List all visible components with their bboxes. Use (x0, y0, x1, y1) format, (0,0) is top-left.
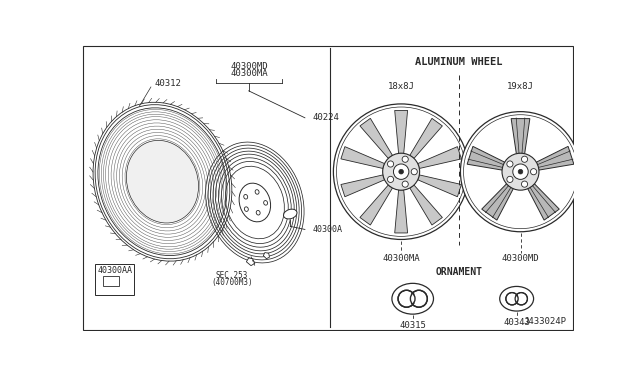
Circle shape (507, 176, 513, 182)
Ellipse shape (392, 283, 433, 314)
Polygon shape (341, 175, 385, 197)
Text: ORNAMENT: ORNAMENT (435, 267, 483, 277)
Polygon shape (528, 184, 559, 220)
Text: (40700M3): (40700M3) (211, 278, 253, 287)
Text: 40312: 40312 (155, 78, 182, 88)
Circle shape (402, 181, 408, 187)
Text: 40300MA: 40300MA (230, 70, 268, 78)
Circle shape (513, 164, 528, 179)
Polygon shape (395, 190, 408, 233)
Text: 40343: 40343 (503, 318, 530, 327)
Polygon shape (511, 119, 530, 154)
Circle shape (518, 169, 523, 174)
Circle shape (531, 169, 537, 175)
Text: 40300A: 40300A (312, 225, 342, 234)
Polygon shape (410, 185, 442, 225)
Circle shape (502, 153, 539, 190)
Polygon shape (263, 253, 269, 259)
Bar (103, 276, 118, 286)
Circle shape (413, 293, 425, 305)
Circle shape (522, 181, 527, 187)
Ellipse shape (500, 286, 534, 311)
Ellipse shape (256, 211, 260, 215)
Circle shape (387, 161, 394, 167)
Circle shape (522, 156, 527, 162)
Bar (95, 264, 134, 295)
Text: 18x8J: 18x8J (388, 83, 415, 92)
Polygon shape (410, 118, 442, 158)
Ellipse shape (244, 207, 248, 211)
Polygon shape (246, 258, 255, 266)
Circle shape (394, 164, 409, 179)
Circle shape (411, 169, 417, 175)
Text: 40300MA: 40300MA (382, 254, 420, 263)
Ellipse shape (126, 140, 198, 223)
Circle shape (399, 169, 403, 174)
Ellipse shape (284, 209, 297, 219)
Circle shape (333, 104, 469, 240)
Text: 40224: 40224 (312, 113, 339, 122)
Text: 40300AA: 40300AA (97, 266, 132, 275)
Ellipse shape (239, 183, 271, 222)
Polygon shape (418, 147, 461, 169)
Polygon shape (395, 110, 408, 153)
Polygon shape (467, 147, 505, 170)
Polygon shape (418, 175, 461, 197)
Circle shape (383, 153, 420, 190)
Circle shape (517, 295, 525, 302)
Text: 40315: 40315 (399, 321, 426, 330)
Polygon shape (360, 185, 392, 225)
Circle shape (401, 293, 413, 305)
Polygon shape (482, 184, 513, 220)
Text: J433024P: J433024P (524, 317, 566, 326)
Text: 40300MD: 40300MD (502, 254, 540, 263)
Polygon shape (360, 118, 392, 158)
Circle shape (402, 156, 408, 162)
Text: SEC.253: SEC.253 (216, 271, 248, 280)
Circle shape (387, 176, 394, 182)
Text: 40300MD: 40300MD (230, 62, 268, 71)
Circle shape (507, 161, 513, 167)
Circle shape (508, 295, 516, 302)
Text: 19x8J: 19x8J (507, 83, 534, 92)
Ellipse shape (244, 195, 248, 199)
Ellipse shape (264, 201, 268, 205)
Text: ALUMINUM WHEEL: ALUMINUM WHEEL (415, 57, 502, 67)
Ellipse shape (255, 190, 259, 194)
Circle shape (460, 112, 580, 232)
Polygon shape (341, 147, 385, 169)
Polygon shape (536, 147, 574, 170)
